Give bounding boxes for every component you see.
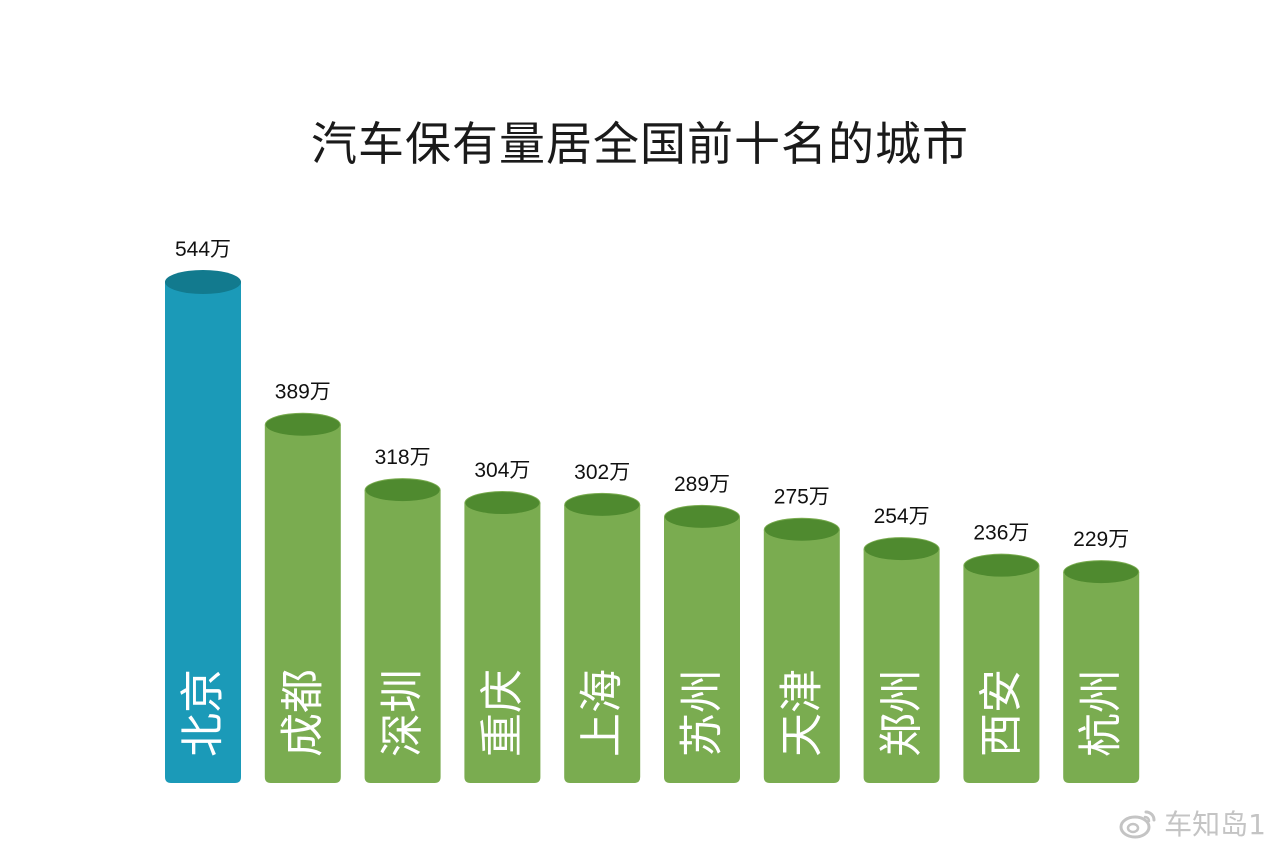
category-label: 西安	[976, 669, 1027, 757]
value-label: 304万	[474, 459, 530, 482]
category-label: 郑州	[876, 669, 927, 757]
value-label: 289万	[674, 473, 730, 496]
value-label: 275万	[774, 486, 830, 509]
bar-body	[264, 424, 341, 783]
category-label: 上海	[577, 669, 628, 757]
category-label: 重庆	[477, 669, 528, 757]
bar-body	[1063, 572, 1140, 783]
bar-top-face	[665, 505, 739, 528]
value-label: 389万	[275, 381, 331, 404]
bar-body	[963, 565, 1040, 783]
bar-top-face	[1064, 561, 1139, 584]
value-label: 236万	[973, 522, 1029, 545]
category-label: 杭州	[1076, 669, 1127, 757]
category-label: 成都	[277, 669, 328, 757]
watermark: 车知岛1	[1118, 803, 1266, 843]
weibo-icon	[1119, 810, 1156, 839]
bar-body	[763, 529, 840, 783]
bar-body	[564, 504, 641, 783]
bar-top-face	[365, 479, 440, 502]
value-label: 254万	[874, 505, 930, 528]
value-label: 318万	[375, 446, 431, 469]
bar-top-face	[565, 493, 640, 516]
bar-body	[364, 490, 441, 783]
value-label: 229万	[1073, 528, 1129, 551]
bar-body	[464, 503, 541, 783]
bar-top-face	[166, 271, 240, 293]
category-label: 北京	[178, 669, 229, 757]
category-label: 苏州	[677, 669, 728, 757]
bar-body	[165, 282, 241, 783]
bar-top-face	[764, 518, 839, 541]
category-label: 深圳	[377, 669, 428, 757]
bar-top-face	[265, 413, 340, 436]
bar-top-face	[964, 554, 1039, 577]
bar-body	[664, 516, 740, 783]
value-label: 544万	[175, 238, 231, 261]
category-label: 天津	[776, 669, 827, 757]
bar-body	[863, 549, 940, 783]
watermark-text: 车知岛1	[1164, 808, 1266, 841]
bar-top-face	[465, 492, 540, 515]
bar-top-face	[864, 538, 939, 561]
chart-title: 汽车保有量居全国前十名的城市	[311, 117, 969, 171]
value-label: 302万	[574, 461, 630, 484]
